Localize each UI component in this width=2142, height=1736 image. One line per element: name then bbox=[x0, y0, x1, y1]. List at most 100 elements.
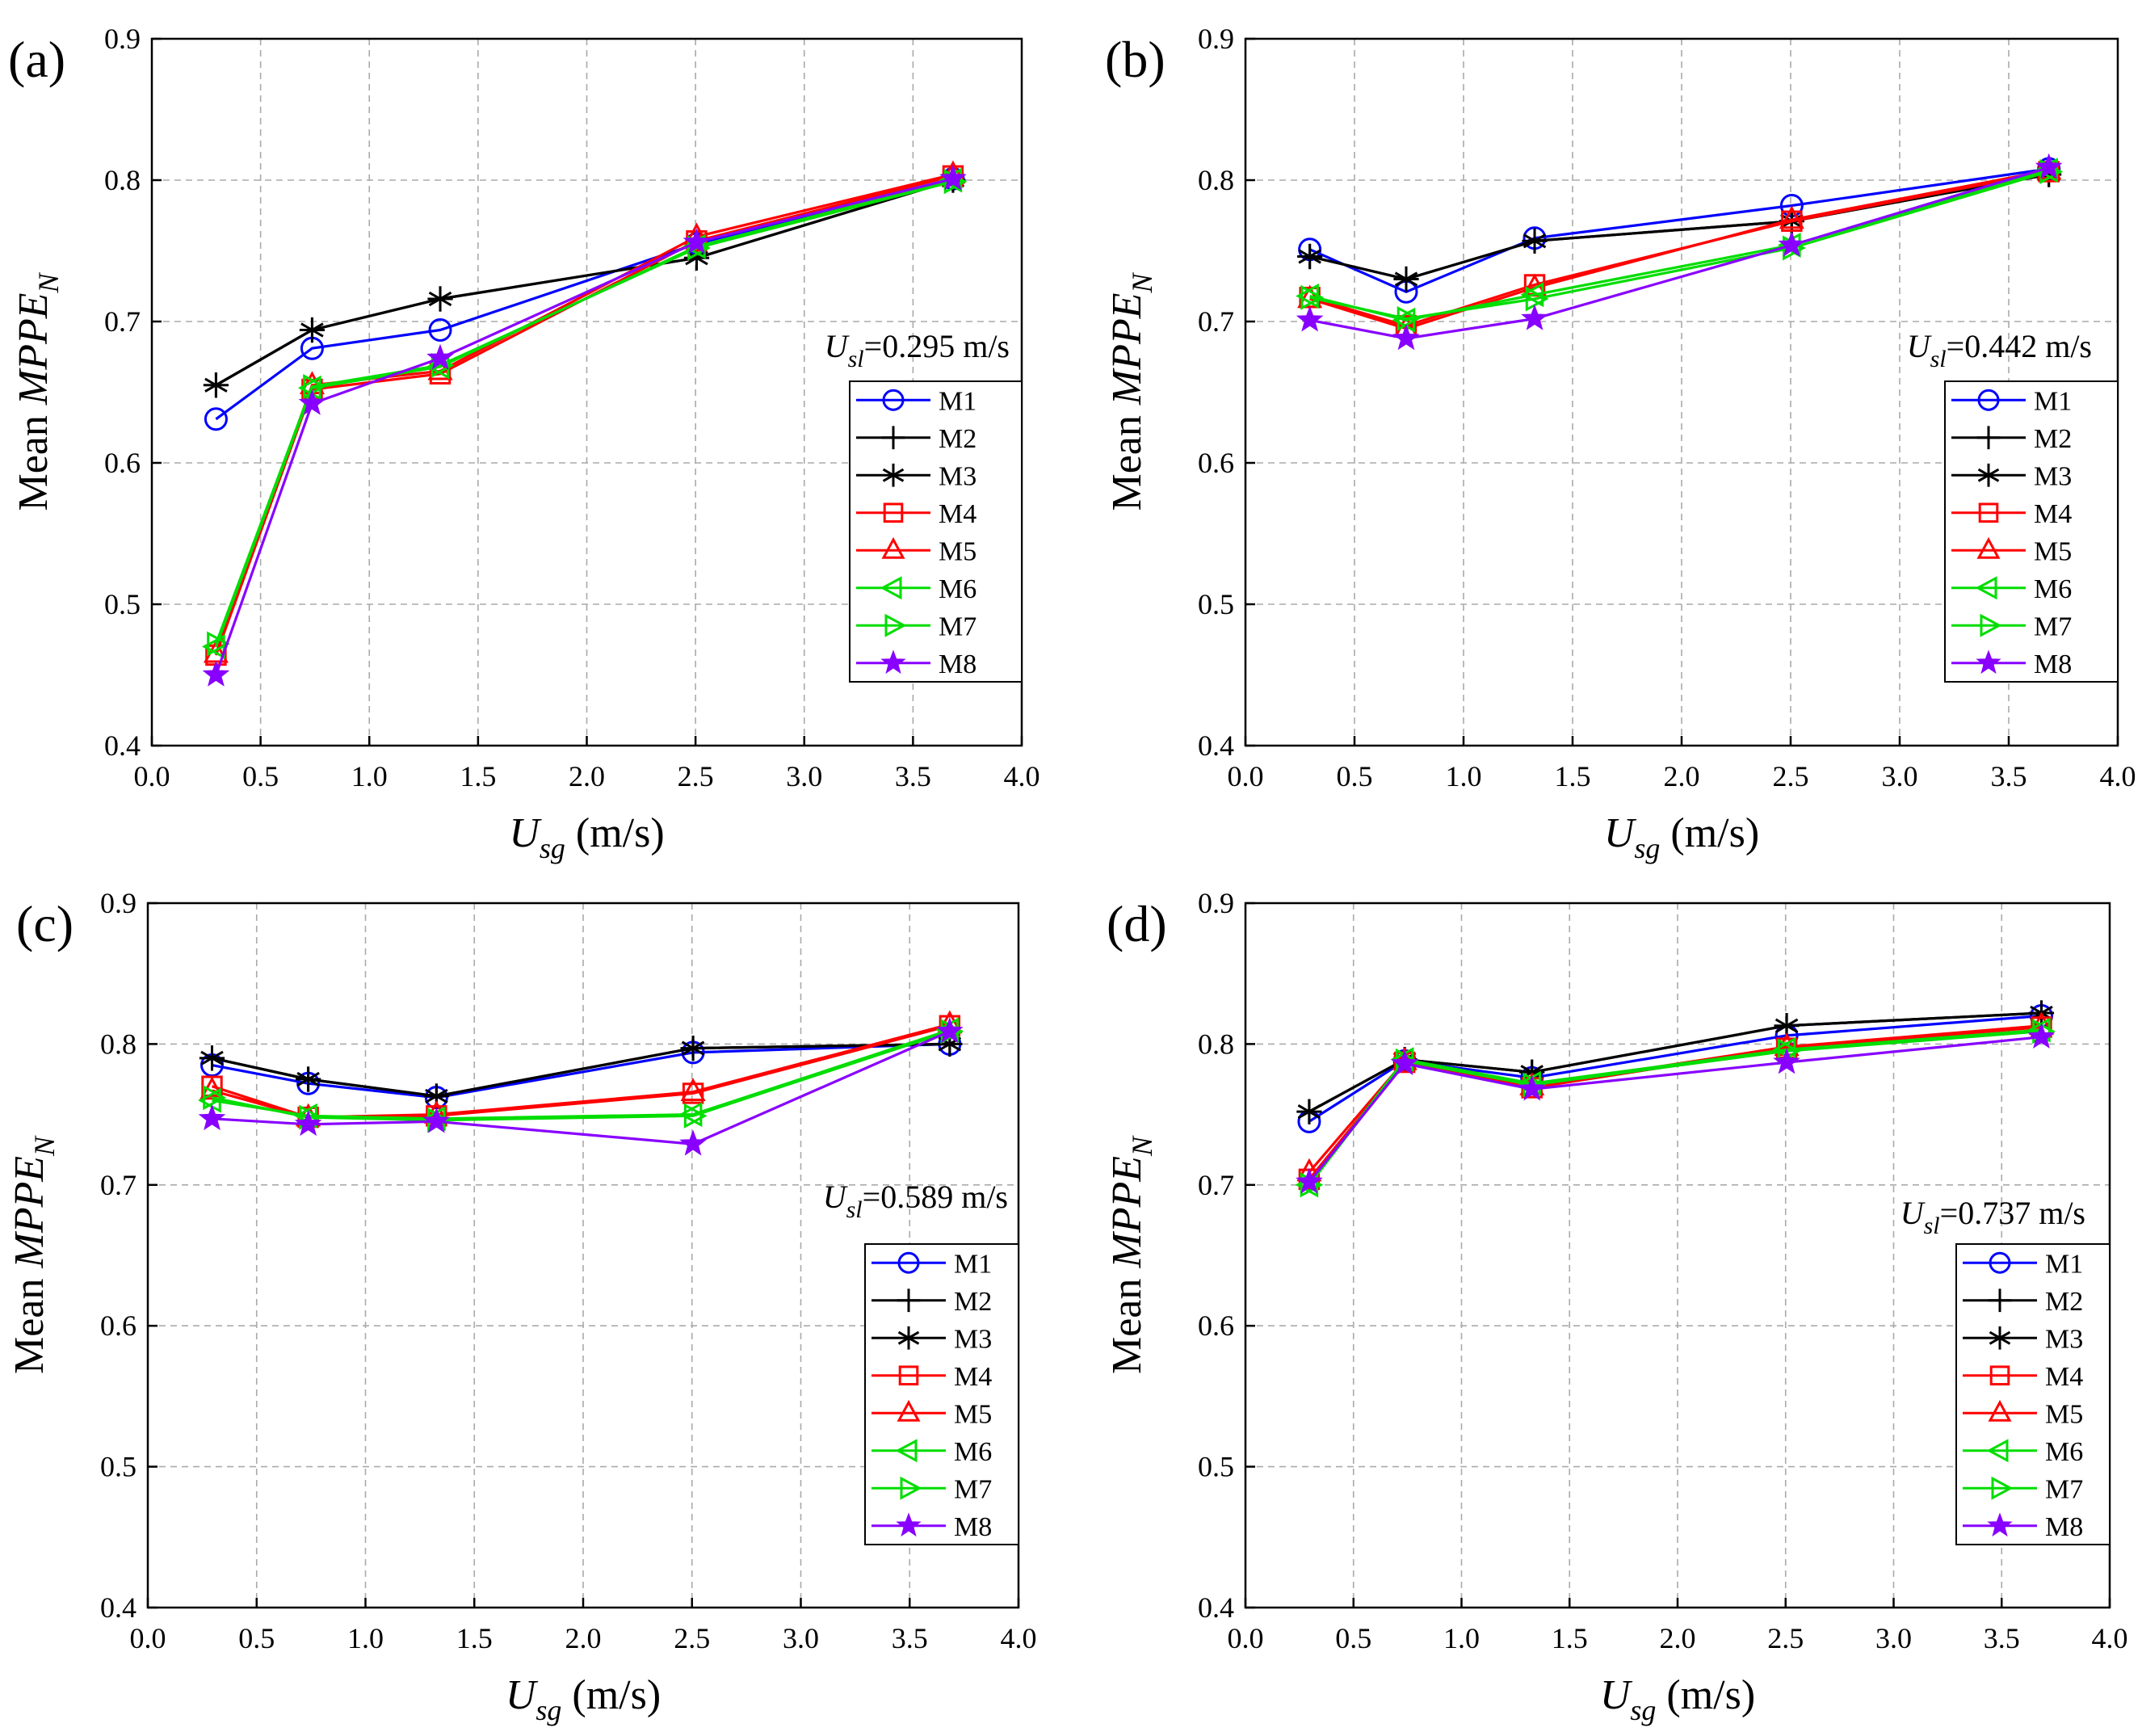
series-m4 bbox=[1298, 1016, 2052, 1191]
x-tick-label: 0.5 bbox=[1335, 1622, 1371, 1654]
y-tick-label: 0.6 bbox=[1198, 1309, 1234, 1342]
x-tick-label: 2.0 bbox=[565, 1622, 602, 1654]
data-point-m7 bbox=[1300, 284, 1325, 310]
legend-box bbox=[1955, 1243, 2110, 1545]
legend-marker-m6 bbox=[895, 1439, 918, 1463]
legend-label: M1 bbox=[2045, 1249, 2083, 1279]
legend-label: M6 bbox=[2045, 1437, 2083, 1467]
x-tick-label: 3.0 bbox=[786, 760, 822, 792]
data-point-m8 bbox=[198, 1104, 226, 1131]
y-tick-label: 0.4 bbox=[100, 1591, 136, 1624]
data-point-m8 bbox=[422, 1107, 451, 1133]
y-tick-label: 0.8 bbox=[1198, 1028, 1234, 1060]
data-point-m8 bbox=[679, 1129, 707, 1156]
legend-label: M2 bbox=[2034, 424, 2072, 454]
legend-label: M1 bbox=[2034, 386, 2072, 416]
legend-marker-m4 bbox=[883, 502, 904, 523]
y-tick-label: 0.5 bbox=[104, 588, 141, 620]
x-tick-label: 2.5 bbox=[674, 1622, 710, 1654]
y-tick-label: 0.6 bbox=[104, 447, 141, 479]
series-m6 bbox=[201, 167, 963, 660]
legend-label: M6 bbox=[939, 574, 976, 604]
y-tick-label: 0.5 bbox=[1198, 1451, 1234, 1483]
series-line-m4 bbox=[1308, 1025, 2042, 1180]
series-line-m2 bbox=[1309, 173, 2049, 281]
y-tick-label: 0.9 bbox=[104, 23, 141, 55]
x-axis-title: Usg (m/s) bbox=[1604, 810, 1759, 864]
panel-label: (d) bbox=[1107, 895, 1167, 952]
series-line-m6 bbox=[212, 1028, 951, 1120]
data-point-m8 bbox=[1296, 1167, 1323, 1194]
legend-label: M4 bbox=[954, 1362, 992, 1392]
y-tick-label: 0.5 bbox=[100, 1451, 136, 1483]
y-tick-label: 0.6 bbox=[1198, 447, 1234, 479]
data-point-m8 bbox=[1392, 324, 1420, 351]
y-tick-label: 0.4 bbox=[1198, 1591, 1234, 1624]
x-tick-label: 2.5 bbox=[1767, 1622, 1804, 1654]
chart-panel-c: 0.0 0.5 1.0 1.5 2.0 2.5 3.0 3.5 4.0 0.4 0.5 0.6 0.7 0… bbox=[6, 887, 1037, 1726]
data-point-m8 bbox=[298, 389, 326, 415]
y-tick-label: 0.9 bbox=[1198, 23, 1234, 55]
series-line-m3 bbox=[212, 1042, 950, 1098]
data-point-m7 bbox=[207, 631, 230, 657]
series-line-m7 bbox=[1309, 170, 2050, 321]
data-point-m8 bbox=[2035, 153, 2063, 179]
series-line-m5 bbox=[214, 173, 954, 654]
legend-label: M2 bbox=[954, 1287, 992, 1317]
x-tick-label: 3.5 bbox=[895, 760, 931, 792]
x-tick-label: 3.0 bbox=[1875, 1622, 1912, 1654]
legend-marker-m6 bbox=[1975, 576, 1997, 600]
legend-marker-m1 bbox=[897, 1251, 920, 1274]
data-point-m7 bbox=[303, 373, 326, 400]
y-axis-title: Mean MPPEN bbox=[1104, 272, 1158, 511]
legend-label: M4 bbox=[2045, 1362, 2083, 1392]
legend-marker-m4 bbox=[1978, 502, 1999, 523]
legend-box bbox=[1944, 380, 2119, 683]
y-tick-label: 0.4 bbox=[104, 729, 141, 762]
x-tick-label: 4.0 bbox=[1004, 760, 1040, 792]
data-point-m8 bbox=[426, 343, 454, 370]
series-m6 bbox=[1296, 158, 2058, 333]
legend-marker-m3 bbox=[1989, 1326, 2011, 1350]
legend-marker-m3 bbox=[897, 1326, 920, 1350]
y-tick-label: 0.7 bbox=[100, 1169, 136, 1201]
legend-marker-m6 bbox=[880, 576, 902, 600]
x-tick-label: 1.5 bbox=[1552, 1622, 1588, 1654]
legend-marker-m1 bbox=[1977, 389, 2000, 411]
legend-label: M1 bbox=[939, 386, 976, 416]
legend: M1 M2 M3 M4 M5 M6 M7 M8 bbox=[849, 380, 1023, 683]
data-point-m3 bbox=[204, 372, 228, 398]
legend-marker-m8 bbox=[896, 1512, 922, 1537]
chart-panel-b: 0.0 0.5 1.0 1.5 2.0 2.5 3.0 3.5 4.0 0.4 0.5 0.6 0.7 0… bbox=[1104, 23, 2136, 864]
panel-label: (c) bbox=[16, 895, 74, 952]
x-axis-title: Usg (m/s) bbox=[509, 810, 664, 864]
data-point-m7 bbox=[1525, 286, 1549, 312]
annotation-usl: Usl=0.295 m/s bbox=[825, 328, 1010, 372]
x-tick-label: 3.0 bbox=[1882, 760, 1918, 792]
legend-label: M8 bbox=[2045, 1512, 2083, 1542]
y-axis-title: Mean MPPEN bbox=[1104, 1135, 1158, 1374]
x-tick-label: 2.5 bbox=[678, 760, 714, 792]
chart-panel-a: 0.0 0.5 1.0 1.5 2.0 2.5 3.0 3.5 4.0 0.4 0.5 0.6 0.7 0… bbox=[8, 23, 1040, 864]
legend-box bbox=[849, 380, 1023, 683]
legend-label: M6 bbox=[954, 1437, 992, 1467]
series-m8 bbox=[202, 164, 967, 687]
x-tick-label: 1.0 bbox=[1443, 1622, 1480, 1654]
x-axis-title: Usg (m/s) bbox=[506, 1672, 661, 1726]
y-tick-label: 0.8 bbox=[100, 1028, 136, 1060]
series-line-m4 bbox=[214, 174, 954, 656]
series-m8 bbox=[1296, 1022, 2056, 1194]
data-point-m8 bbox=[682, 228, 711, 254]
data-point-m3 bbox=[428, 286, 452, 312]
legend-marker-m7 bbox=[1980, 613, 2002, 637]
legend-marker-m2 bbox=[1988, 1288, 2012, 1313]
data-point-m8 bbox=[202, 660, 230, 687]
data-point-m8 bbox=[1518, 1074, 1546, 1101]
legend-marker-m3 bbox=[882, 463, 905, 487]
data-point-m8 bbox=[294, 1110, 322, 1137]
data-point-m8 bbox=[1778, 230, 1806, 257]
legend: M1 M2 M3 M4 M5 M6 M7 M8 bbox=[1944, 380, 2119, 683]
legend-label: M3 bbox=[2045, 1324, 2083, 1354]
data-point-m8 bbox=[939, 164, 967, 191]
